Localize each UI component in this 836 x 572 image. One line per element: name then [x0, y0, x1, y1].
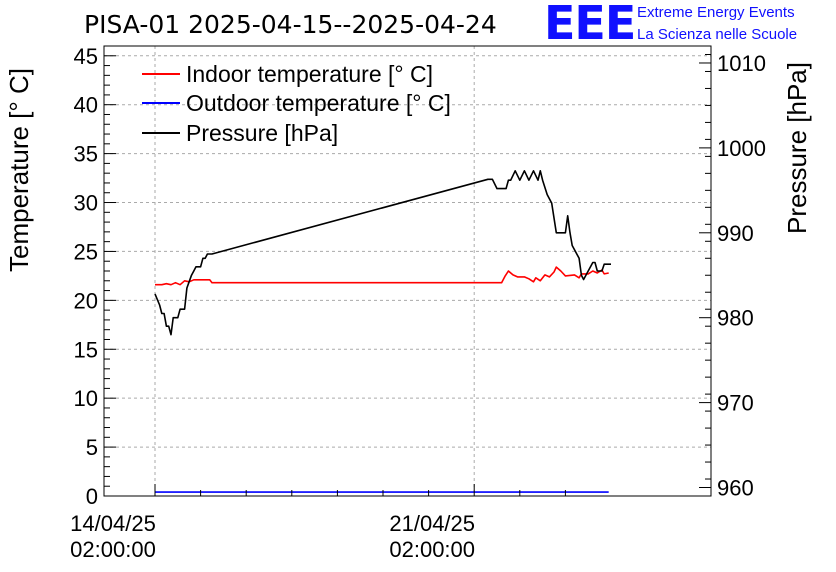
- legend-label-2: Outdoor temperature [° C]: [186, 90, 451, 116]
- y-axis-label: Temperature [° C]: [4, 68, 34, 272]
- series-line-3: [154, 170, 611, 336]
- y-tick-label: 25: [74, 239, 98, 264]
- y2-tick-label: 990: [717, 221, 754, 246]
- logo-subtitle-1: Extreme Energy Events: [637, 4, 795, 21]
- y-tick-label: 20: [74, 288, 98, 313]
- eee-logo-mark: EEE: [544, 0, 636, 50]
- y-tick-label: 35: [74, 142, 98, 167]
- y2-tick-label: 970: [717, 391, 754, 416]
- series-line-1: [155, 266, 609, 286]
- legend-label-1: Indoor temperature [° C]: [186, 61, 433, 87]
- y-tick-label: 15: [74, 337, 98, 362]
- y-tick-label: 5: [86, 435, 98, 460]
- chart-title: PISA-01 2025-04-15--2025-04-24: [84, 10, 497, 39]
- y2-tick-label: 980: [717, 306, 754, 331]
- y-tick-label: 30: [74, 191, 98, 216]
- y-tick-label: 0: [86, 484, 98, 509]
- x-tick-label-date: 21/04/25: [389, 511, 475, 536]
- y-tick-label: 40: [74, 93, 98, 118]
- y2-tick-label: 1010: [717, 51, 766, 76]
- eee-logo: EEE Extreme Energy Events La Scienza nel…: [544, 0, 836, 50]
- x-tick-label-date: 14/04/25: [70, 511, 156, 536]
- logo-subtitle-2: La Scienza nelle Scuole: [637, 26, 798, 43]
- y-tick-label: 45: [74, 44, 98, 69]
- y2-tick-label: 1000: [717, 136, 766, 161]
- y2-axis-label: Pressure [hPa]: [782, 62, 812, 234]
- legend-label-3: Pressure [hPa]: [186, 120, 338, 146]
- x-tick-label-time: 02:00:00: [70, 537, 156, 562]
- axes: 0 5 10 15 20 25 30 35 40 45 960 970 980 990 1000 1010 14…: [70, 44, 766, 562]
- grid-lines: [104, 46, 711, 496]
- y2-tick-label: 960: [717, 476, 754, 501]
- x-tick-label-time: 02:00:00: [389, 537, 475, 562]
- y-tick-label: 10: [74, 386, 98, 411]
- legend: Indoor temperature [° C] Outdoor temperat…: [142, 61, 451, 146]
- data-series: [154, 170, 611, 493]
